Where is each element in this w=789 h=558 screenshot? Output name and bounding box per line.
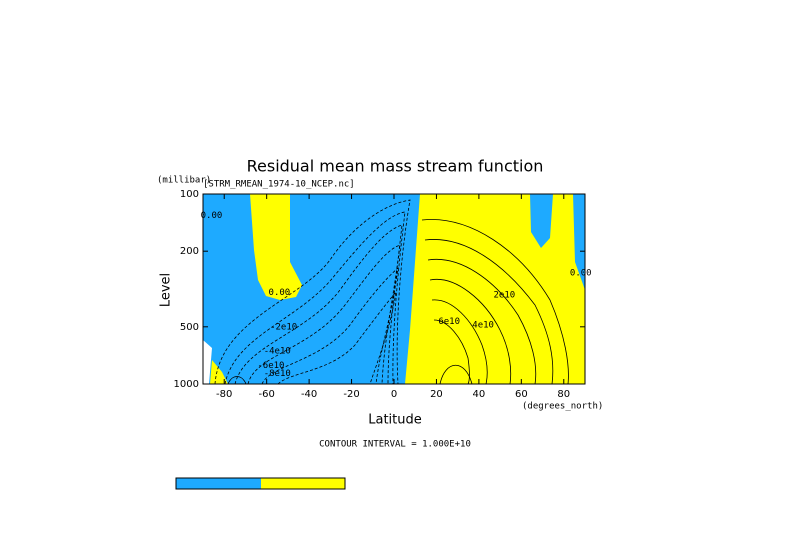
contours [214,199,569,385]
colorbar-frame [175,477,346,490]
x-tick-label: 40 [473,389,486,400]
x-tick-label: 60 [515,389,528,400]
colorbar-segment [261,478,345,489]
x-tick-label: 20 [430,389,443,400]
plot-area: 0.00 0.00 -2e10 -4e10 -6e10-8e10 2e10 4e10 6e10… [201,193,592,385]
contour-label: -8e10 [264,369,291,379]
contour-label: -6e10 [257,361,284,371]
contour-label: 0.00 [570,268,592,278]
y-unit: (millibar) [157,176,211,186]
contour-label: -4e10 [264,346,291,356]
y-tick-label: 100 [180,189,199,200]
y-tick-label: 1000 [174,379,199,390]
contour-label: 0.00 [201,211,223,221]
x-tick-label: -20 [343,389,359,400]
x-tick-label: -80 [216,389,232,400]
axes: -80 -60 -40 -20 0 20 40 60 80 100 200 500 1000 [174,189,585,400]
x-tick-label: 0 [391,389,397,400]
y-tick-label: 500 [180,322,199,333]
contour-label: -2e10 [270,322,297,332]
contour-label: 4e10 [472,321,494,331]
contour-label: 6e10 [438,317,460,327]
x-axis-label: Latitude [368,413,422,428]
positive-region [250,194,302,300]
x-tick-label: 80 [557,389,570,400]
footnote: CONTOUR INTERVAL = 1.000E+10 [319,440,471,450]
chart-title: Residual mean mass stream function [247,157,544,176]
positive-region [405,194,585,384]
y-tick-label: 200 [180,246,199,257]
contour-label: 2e10 [494,290,516,300]
missing-region [203,340,212,384]
subtitle: [STRM_RMEAN_1974-10_NCEP.nc] [203,180,355,190]
x-unit: (degrees_north) [522,402,603,412]
x-tick-label: -40 [301,389,317,400]
contour-label: 0.00 [269,288,291,298]
y-axis-label: Level [159,273,174,307]
colorbar-segment [176,478,261,489]
positive-region [210,360,228,384]
x-tick-label: -60 [258,389,274,400]
contour-labels: 0.00 0.00 -2e10 -4e10 -6e10-8e10 2e10 4e10 6e10… [201,211,592,379]
